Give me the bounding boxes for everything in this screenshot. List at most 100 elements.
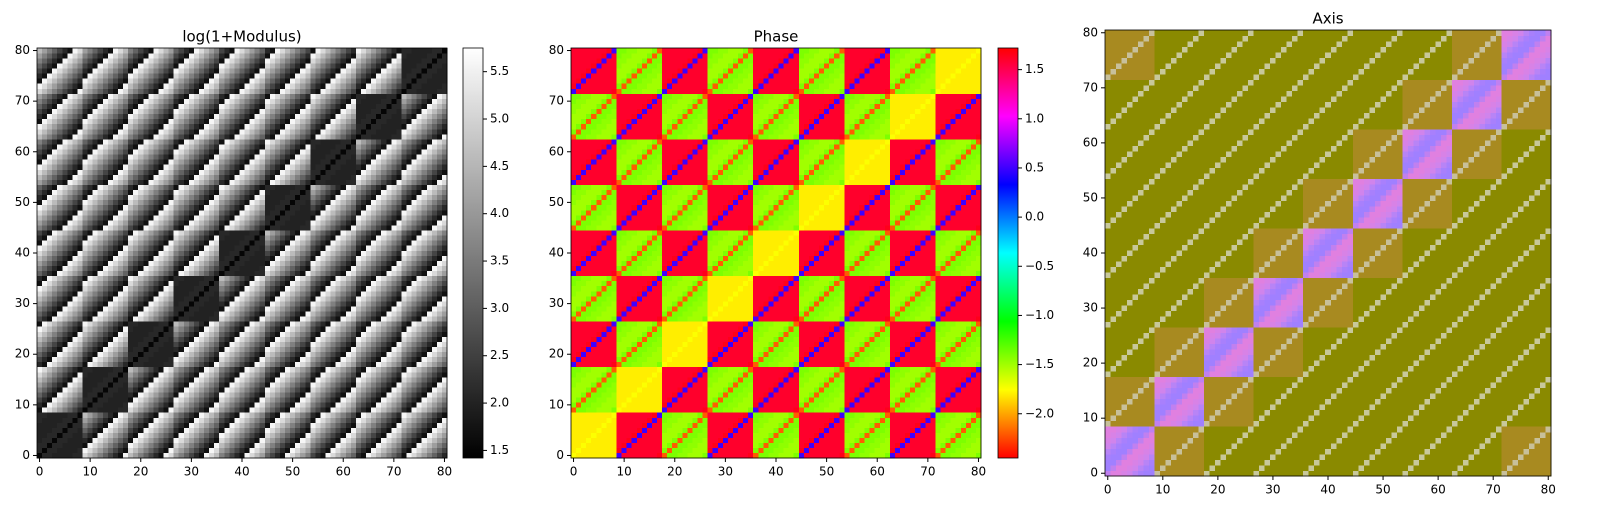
cell bbox=[87, 326, 93, 332]
cell bbox=[188, 442, 195, 449]
cell bbox=[386, 270, 392, 277]
cell bbox=[204, 442, 210, 449]
cell bbox=[305, 326, 311, 332]
cell bbox=[396, 442, 402, 449]
cell bbox=[391, 285, 397, 292]
cell bbox=[234, 250, 240, 256]
cell bbox=[224, 351, 230, 358]
cell bbox=[62, 255, 68, 261]
cell bbox=[47, 164, 53, 170]
cell bbox=[345, 402, 352, 408]
cell bbox=[411, 407, 417, 413]
cell bbox=[371, 392, 377, 398]
cell bbox=[305, 316, 311, 322]
cell bbox=[244, 164, 250, 170]
cell bbox=[123, 184, 129, 191]
cell bbox=[371, 184, 377, 191]
cell bbox=[72, 280, 78, 287]
cell bbox=[285, 285, 291, 292]
cell bbox=[107, 341, 114, 347]
cell bbox=[426, 452, 433, 459]
cell bbox=[102, 154, 109, 160]
cell bbox=[371, 427, 377, 433]
cell bbox=[148, 412, 154, 418]
cell bbox=[87, 341, 93, 347]
cell bbox=[269, 184, 276, 191]
cell bbox=[107, 159, 114, 165]
cell bbox=[295, 179, 301, 185]
cell bbox=[117, 422, 124, 428]
cell bbox=[47, 296, 53, 302]
cell bbox=[315, 209, 321, 216]
cell bbox=[67, 220, 73, 226]
cell bbox=[87, 377, 93, 383]
cell bbox=[366, 204, 372, 211]
cell bbox=[224, 382, 230, 388]
cell bbox=[188, 220, 195, 226]
cell bbox=[37, 366, 43, 373]
cell bbox=[143, 402, 149, 408]
cell bbox=[193, 301, 200, 307]
cell bbox=[269, 169, 276, 175]
cell bbox=[97, 427, 104, 433]
cell bbox=[47, 265, 53, 272]
cell bbox=[168, 164, 174, 170]
cell bbox=[117, 220, 124, 226]
cell bbox=[360, 245, 367, 251]
cell bbox=[92, 311, 99, 317]
cell bbox=[219, 336, 225, 342]
cell bbox=[290, 402, 296, 408]
cell bbox=[426, 194, 433, 201]
cell bbox=[371, 412, 377, 418]
cell bbox=[285, 326, 291, 332]
cell bbox=[325, 275, 331, 282]
cell bbox=[112, 427, 119, 433]
cell bbox=[204, 194, 210, 201]
cell bbox=[401, 204, 407, 211]
cell bbox=[285, 174, 291, 180]
cell bbox=[168, 199, 174, 206]
cell bbox=[441, 336, 448, 342]
cell bbox=[148, 225, 154, 231]
cell bbox=[214, 412, 220, 418]
cell bbox=[411, 225, 417, 231]
cell bbox=[421, 230, 428, 236]
cell bbox=[381, 437, 387, 444]
cell bbox=[112, 422, 119, 428]
cell bbox=[209, 225, 215, 231]
cell bbox=[345, 417, 352, 423]
cell bbox=[345, 377, 352, 383]
cell bbox=[107, 220, 114, 226]
cell bbox=[254, 265, 261, 272]
cell bbox=[102, 194, 109, 201]
cell bbox=[366, 331, 372, 337]
cell bbox=[386, 184, 392, 191]
cell bbox=[178, 356, 185, 363]
cell bbox=[355, 321, 362, 327]
cell bbox=[315, 422, 321, 428]
cell bbox=[441, 452, 448, 459]
cell bbox=[249, 407, 255, 413]
cell bbox=[234, 311, 240, 317]
cell bbox=[37, 422, 43, 428]
cell bbox=[37, 154, 43, 160]
cell bbox=[143, 280, 149, 287]
cell bbox=[198, 377, 205, 383]
cell bbox=[371, 240, 377, 246]
cell bbox=[37, 184, 43, 191]
cell bbox=[112, 225, 119, 231]
cell bbox=[97, 402, 104, 408]
cell bbox=[143, 427, 149, 433]
cell bbox=[436, 255, 443, 261]
cell bbox=[42, 387, 48, 393]
cell bbox=[92, 402, 99, 408]
cell bbox=[305, 215, 311, 221]
cell bbox=[381, 432, 387, 439]
cell bbox=[244, 169, 250, 175]
cell bbox=[158, 351, 164, 358]
cell bbox=[295, 296, 301, 302]
cell bbox=[371, 220, 377, 226]
cell bbox=[279, 179, 286, 185]
cell bbox=[376, 245, 382, 251]
